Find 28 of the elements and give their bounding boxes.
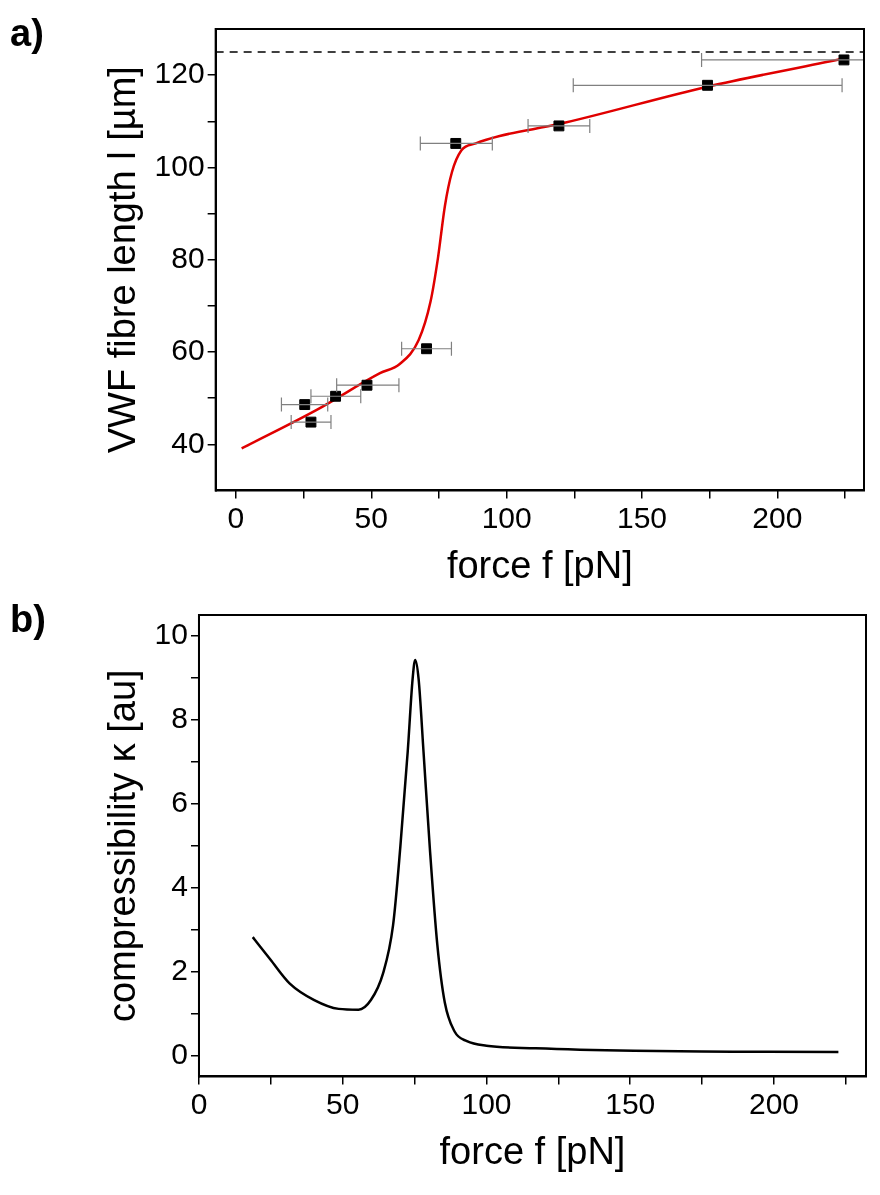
x-tick-label: 0: [227, 500, 245, 534]
line-series: [251, 658, 840, 1054]
y-axis-title: compressibility κ [au]: [101, 669, 144, 1023]
x-tick-label: 200: [748, 1086, 800, 1120]
y-tick-label: 2: [171, 952, 188, 986]
y-tick-label: 4: [171, 868, 188, 902]
x-tick-label: 50: [354, 500, 388, 534]
y-tick-label: 40: [171, 425, 205, 459]
x-tick-label: 100: [481, 500, 532, 534]
x-tick-label: 150: [605, 1086, 656, 1120]
y-tick-label: 10: [154, 617, 188, 651]
x-axis-title: force f [pN]: [446, 543, 633, 586]
y-tick-label: 100: [154, 148, 205, 182]
y-tick-label: 0: [171, 1036, 188, 1070]
y-tick-label: 60: [171, 333, 205, 367]
y-tick-label: 120: [154, 56, 205, 90]
x-axis-title: force f [pN]: [439, 1129, 626, 1172]
y-tick-label: 8: [171, 701, 188, 735]
chart-title: a): [10, 12, 44, 55]
x-tick-label: 50: [326, 1086, 360, 1120]
x-tick-label: 150: [616, 500, 668, 534]
x-tick-label: 200: [752, 500, 803, 534]
y-tick-label: 6: [171, 785, 188, 819]
y-tick-label: 80: [171, 240, 205, 274]
x-tick-label: 100: [461, 1086, 512, 1120]
point: [702, 79, 713, 91]
chart-title: b): [10, 598, 46, 641]
y-axis-title: VWF fibre length l [µm]: [101, 66, 144, 454]
